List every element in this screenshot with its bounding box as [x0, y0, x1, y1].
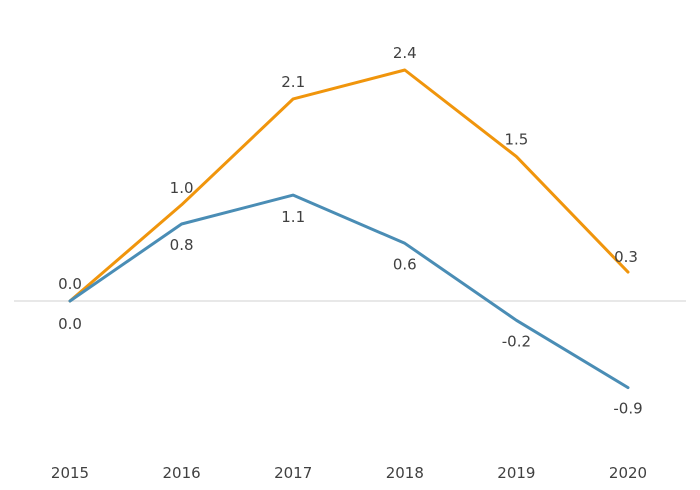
series-2-data-label: -0.9 [613, 400, 642, 418]
series-1-data-label: 2.1 [281, 73, 305, 91]
series-1-data-label: 1.0 [170, 179, 194, 197]
series-2-line [68, 193, 630, 390]
series-1-data-label: 0.0 [58, 275, 82, 293]
series-1-line [68, 68, 630, 303]
x-tick-label: 2017 [274, 464, 312, 482]
series-1-data-label: 2.4 [393, 44, 417, 62]
series-2-data-label: 0.0 [58, 315, 82, 333]
x-tick-label: 2019 [497, 464, 535, 482]
x-tick-label: 2015 [51, 464, 89, 482]
series-1-data-label: 0.3 [614, 248, 638, 266]
series-1-data-label: 1.5 [504, 131, 528, 149]
series-2-data-label: 0.6 [393, 255, 417, 273]
x-tick-label: 2020 [609, 464, 647, 482]
series-2-data-label: -0.2 [502, 332, 531, 350]
x-tick-label: 2018 [386, 464, 424, 482]
series-2-data-label: 0.8 [170, 236, 194, 254]
x-tick-label: 2016 [163, 464, 201, 482]
series-2-data-label: 1.1 [281, 208, 305, 226]
